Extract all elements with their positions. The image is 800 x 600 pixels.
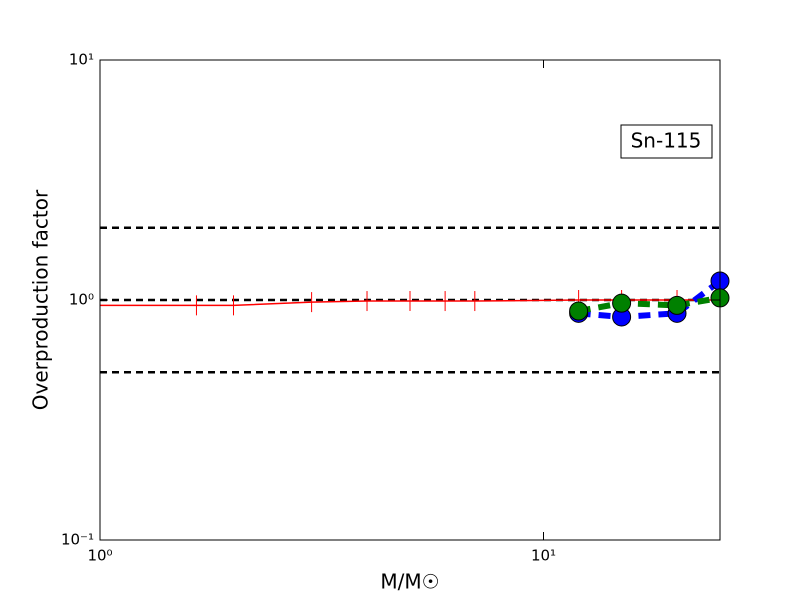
y-tick-label: 10¹ bbox=[69, 51, 94, 69]
marker bbox=[612, 293, 632, 313]
marker bbox=[569, 301, 589, 321]
series-line bbox=[578, 294, 721, 314]
y-tick-label: 10⁰ bbox=[69, 291, 94, 309]
series-line bbox=[578, 278, 722, 320]
y-axis-label: Overproduction factor bbox=[29, 189, 53, 410]
annotation: Sn-115 bbox=[631, 129, 702, 153]
x-axis-label: M/M☉ bbox=[380, 570, 439, 594]
x-tick-label: 10¹ bbox=[531, 547, 556, 565]
series-line bbox=[100, 299, 720, 307]
y-tick-label: 10⁻¹ bbox=[61, 531, 94, 549]
annotation-box bbox=[620, 124, 713, 159]
marker bbox=[667, 295, 687, 315]
x-tick-label: 10⁰ bbox=[87, 547, 112, 565]
